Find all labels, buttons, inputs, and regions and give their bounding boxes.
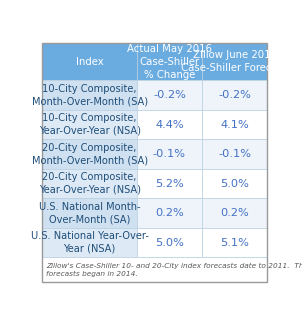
Bar xyxy=(42,169,137,198)
Text: 0.2%: 0.2% xyxy=(155,208,184,218)
Text: U.S. National Year-Over-
Year (NSA): U.S. National Year-Over- Year (NSA) xyxy=(31,231,149,254)
Bar xyxy=(42,198,137,228)
Text: -0.2%: -0.2% xyxy=(218,90,251,100)
Bar xyxy=(202,80,267,110)
Text: Zillow's Case-Shiller 10- and 20-City index forecasts date to 2011.  The nationa: Zillow's Case-Shiller 10- and 20-City in… xyxy=(46,263,302,277)
Bar xyxy=(137,198,202,228)
Bar xyxy=(42,80,137,110)
Bar xyxy=(202,139,267,169)
Bar xyxy=(202,169,267,198)
Bar xyxy=(42,257,267,282)
Bar xyxy=(42,228,137,257)
Bar xyxy=(137,169,202,198)
Bar xyxy=(202,43,267,80)
Text: 4.4%: 4.4% xyxy=(155,120,184,130)
Text: 0.2%: 0.2% xyxy=(220,208,249,218)
Bar xyxy=(202,228,267,257)
Bar xyxy=(42,139,137,169)
Text: 5.0%: 5.0% xyxy=(220,179,249,188)
Text: Actual May 2016
Case-Shiller
% Change: Actual May 2016 Case-Shiller % Change xyxy=(127,44,212,80)
Text: 5.0%: 5.0% xyxy=(155,237,184,247)
Text: -0.2%: -0.2% xyxy=(153,90,186,100)
Bar xyxy=(137,43,202,80)
Text: U.S. National Month-
Over-Month (SA): U.S. National Month- Over-Month (SA) xyxy=(39,202,140,224)
Text: 20-City Composite,
Year-Over-Year (NSA): 20-City Composite, Year-Over-Year (NSA) xyxy=(39,172,141,195)
Bar xyxy=(202,198,267,228)
Text: -0.1%: -0.1% xyxy=(153,149,186,159)
Bar xyxy=(42,110,137,139)
Text: 10-City Composite,
Year-Over-Year (NSA): 10-City Composite, Year-Over-Year (NSA) xyxy=(39,113,141,136)
Bar xyxy=(137,139,202,169)
Text: Index: Index xyxy=(76,57,104,67)
Bar xyxy=(137,80,202,110)
Text: 4.1%: 4.1% xyxy=(220,120,249,130)
Bar xyxy=(137,228,202,257)
Text: 10-City Composite,
Month-Over-Month (SA): 10-City Composite, Month-Over-Month (SA) xyxy=(31,84,148,107)
Bar xyxy=(137,110,202,139)
Text: 5.1%: 5.1% xyxy=(220,237,249,247)
Text: 20-City Composite,
Month-Over-Month (SA): 20-City Composite, Month-Over-Month (SA) xyxy=(31,143,148,165)
Text: -0.1%: -0.1% xyxy=(218,149,251,159)
Bar xyxy=(42,43,137,80)
Text: Zillow June 2016
Case-Shiller Forecast: Zillow June 2016 Case-Shiller Forecast xyxy=(182,51,288,73)
Bar xyxy=(202,110,267,139)
Text: 5.2%: 5.2% xyxy=(155,179,184,188)
